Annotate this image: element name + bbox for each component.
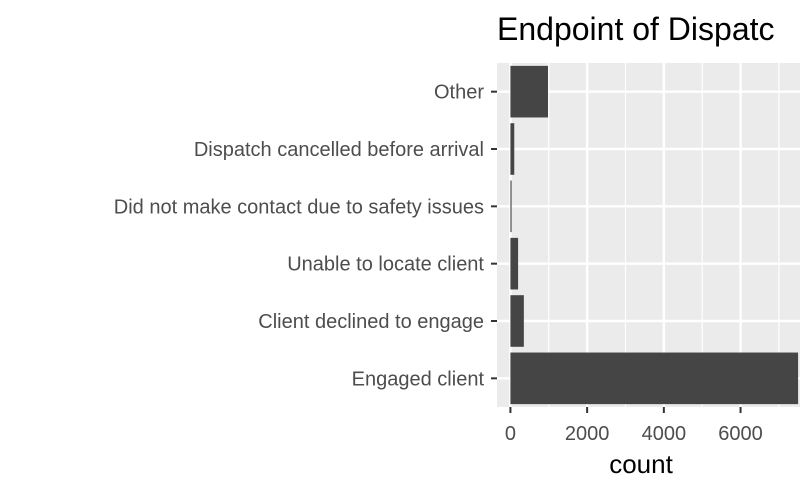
y-tick-label: Unable to locate client xyxy=(287,254,484,276)
y-axis: Engaged client Client declined to engage U… xyxy=(114,82,497,390)
bar xyxy=(510,65,549,118)
y-tick-label: Dispatch cancelled before arrival xyxy=(194,139,484,161)
x-tick-label: 2000 xyxy=(565,423,610,445)
plot-panel xyxy=(497,63,800,407)
y-tick-label: Other xyxy=(434,82,484,104)
y-tick-label: Did not make contact due to safety issue… xyxy=(114,196,484,218)
x-axis: 0 2000 4000 6000 xyxy=(505,407,763,445)
x-axis-title: count xyxy=(609,449,673,479)
chart-title: Endpoint of Dispatc xyxy=(497,11,775,47)
x-tick-label: 6000 xyxy=(718,423,763,445)
x-tick-label: 0 xyxy=(505,423,516,445)
bar xyxy=(510,237,519,290)
bar xyxy=(510,295,524,347)
bars xyxy=(510,65,799,405)
bar xyxy=(510,123,515,175)
y-tick-label: Client declined to engage xyxy=(258,311,484,333)
bar xyxy=(510,180,512,233)
bar xyxy=(510,352,799,405)
x-tick-label: 4000 xyxy=(642,423,687,445)
minor-gridlines xyxy=(548,63,780,407)
y-tick-label: Engaged client xyxy=(352,368,485,390)
